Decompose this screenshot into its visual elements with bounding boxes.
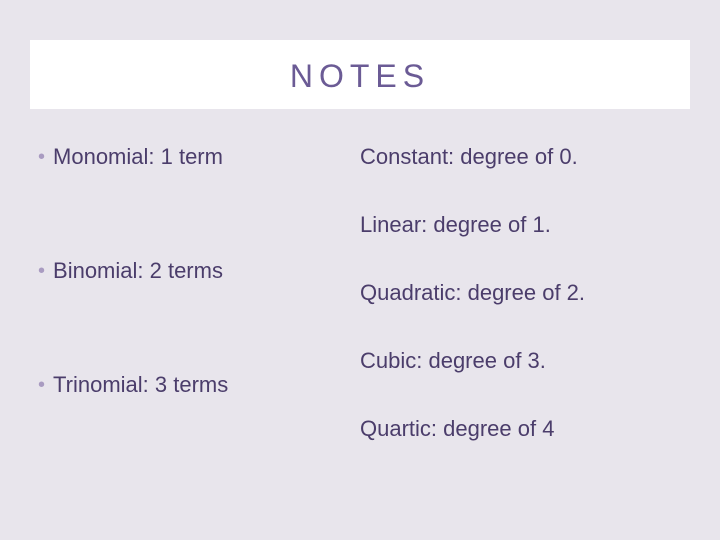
list-item: Constant: degree of 0.: [360, 143, 682, 171]
list-item-label: Trinomial: 3 terms: [53, 372, 228, 398]
bullet-icon: •: [38, 261, 45, 281]
list-item: Quartic: degree of 4: [360, 415, 682, 443]
list-item-label: Quadratic: degree of 2.: [360, 280, 585, 306]
content-columns: • Monomial: 1 term • Binomial: 2 terms •…: [30, 139, 690, 443]
slide: NOTES • Monomial: 1 term • Binomial: 2 t…: [0, 0, 720, 540]
left-column: • Monomial: 1 term • Binomial: 2 terms •…: [38, 139, 360, 443]
page-title: NOTES: [30, 58, 690, 95]
list-item: • Binomial: 2 terms: [38, 257, 360, 285]
list-item: • Monomial: 1 term: [38, 143, 360, 171]
list-item-label: Binomial: 2 terms: [53, 258, 223, 284]
list-item: Cubic: degree of 3.: [360, 347, 682, 375]
list-item: Linear: degree of 1.: [360, 211, 682, 239]
list-item-label: Cubic: degree of 3.: [360, 348, 546, 374]
bullet-icon: •: [38, 147, 45, 167]
right-column: Constant: degree of 0. Linear: degree of…: [360, 139, 682, 443]
list-item-label: Monomial: 1 term: [53, 144, 223, 170]
list-item-label: Quartic: degree of 4: [360, 416, 554, 442]
list-item-label: Linear: degree of 1.: [360, 212, 551, 238]
list-item-label: Constant: degree of 0.: [360, 144, 578, 170]
list-item: Quadratic: degree of 2.: [360, 279, 682, 307]
list-item: • Trinomial: 3 terms: [38, 371, 360, 399]
bullet-icon: •: [38, 375, 45, 395]
title-box: NOTES: [30, 40, 690, 109]
